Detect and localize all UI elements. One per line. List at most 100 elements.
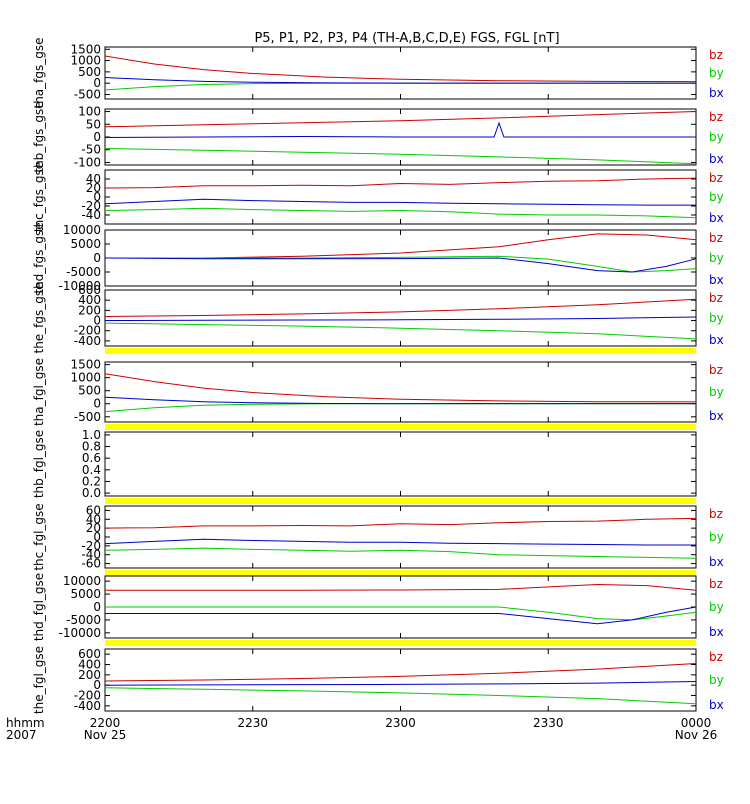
y-tick-label: -50 bbox=[81, 143, 101, 157]
data-gap-bar bbox=[105, 640, 696, 646]
legend-by: by bbox=[709, 311, 724, 325]
y-tick-label: 0 bbox=[93, 600, 101, 614]
panel-frame bbox=[104, 431, 697, 497]
series-bz-line bbox=[104, 373, 697, 403]
legend-by: by bbox=[709, 385, 724, 399]
x-tick-label: 0000 bbox=[681, 716, 712, 730]
series-bz-line bbox=[104, 298, 697, 317]
legend-bz: bz bbox=[709, 577, 723, 591]
y-tick-label: 1500 bbox=[70, 42, 101, 56]
y-tick-label: 0 bbox=[93, 397, 101, 411]
legend-by: by bbox=[709, 130, 724, 144]
legend-bx: bx bbox=[709, 409, 724, 423]
y-tick-label: 0.2 bbox=[82, 474, 101, 488]
y-tick-label: 5000 bbox=[70, 237, 101, 251]
y-tick-label: 60 bbox=[86, 503, 101, 517]
y-tick-label: -20 bbox=[81, 199, 101, 213]
panel-thb_fgl_gse: 0.00.20.40.60.81.0 thb_fgl_gse bbox=[32, 428, 697, 504]
y-tick-label: 5000 bbox=[70, 587, 101, 601]
series-by-line bbox=[104, 687, 697, 705]
series-bx-line bbox=[104, 538, 696, 546]
y-tick-label: 10000 bbox=[63, 223, 101, 237]
x-tick-date: Nov 25 bbox=[84, 728, 127, 742]
y-tick-label: 0 bbox=[93, 190, 101, 204]
y-tick-label: 50 bbox=[86, 117, 101, 131]
y-axis-label: thc_fgl_gse bbox=[32, 503, 46, 570]
y-axis-label: thb_fgl_gse bbox=[32, 430, 46, 498]
legend-by: by bbox=[709, 673, 724, 687]
series-by-line bbox=[104, 82, 696, 91]
legend-by: by bbox=[709, 251, 724, 265]
y-tick-label: 0.8 bbox=[82, 440, 101, 454]
series-by-line bbox=[104, 207, 697, 219]
legend-bz: bz bbox=[709, 231, 723, 245]
x-axis-row-label-time: hhmm bbox=[6, 716, 45, 730]
series-bz-line bbox=[105, 583, 697, 591]
y-tick-label: 0.0 bbox=[82, 486, 101, 500]
y-tick-label: -100 bbox=[74, 155, 101, 169]
y-axis-label: the_fgl_gse bbox=[32, 646, 46, 714]
y-tick-label: -400 bbox=[74, 699, 101, 713]
data-gap-bar bbox=[105, 570, 696, 576]
y-tick-label: 0.6 bbox=[82, 451, 101, 465]
series-by-line bbox=[104, 148, 697, 165]
y-tick-label: 1000 bbox=[70, 371, 101, 385]
legend-by: by bbox=[709, 530, 724, 544]
series-bz-line bbox=[104, 177, 697, 189]
y-tick-label: -5000 bbox=[66, 265, 101, 279]
legend-bx: bx bbox=[709, 211, 724, 225]
y-tick-label: -20 bbox=[81, 539, 101, 553]
series-bx-line bbox=[104, 77, 696, 84]
y-tick-label: 500 bbox=[78, 384, 101, 398]
y-axis-label: thc_fgs_gse bbox=[32, 162, 46, 232]
legend-by: by bbox=[709, 600, 724, 614]
data-gap-bar bbox=[105, 348, 696, 354]
y-tick-label: -40 bbox=[81, 208, 101, 222]
y-tick-label: 400 bbox=[78, 293, 101, 307]
series-bx-line bbox=[104, 198, 696, 206]
y-axis-label: thb_fgs_gse bbox=[32, 101, 46, 172]
legend-bx: bx bbox=[709, 152, 724, 166]
y-tick-label: 0 bbox=[93, 76, 101, 90]
panel-frame bbox=[104, 169, 697, 225]
y-tick-label: 10000 bbox=[63, 574, 101, 588]
series-bx-line bbox=[104, 396, 696, 405]
legend-bz: bz bbox=[709, 507, 723, 521]
series-bz-line bbox=[104, 55, 697, 83]
y-tick-label: -40 bbox=[81, 548, 101, 562]
legend-bz: bz bbox=[709, 110, 723, 124]
series-bx-line bbox=[105, 606, 697, 625]
legend-bx: bx bbox=[709, 86, 724, 100]
y-tick-label: -200 bbox=[74, 324, 101, 338]
legend-bx: bx bbox=[709, 333, 724, 347]
y-tick-label: -500 bbox=[74, 410, 101, 424]
legend-by: by bbox=[709, 190, 724, 204]
y-tick-label: 500 bbox=[78, 65, 101, 79]
series-bz-line bbox=[105, 233, 697, 259]
series-by-line bbox=[104, 403, 696, 413]
y-tick-label: 0 bbox=[93, 251, 101, 265]
y-tick-label: -200 bbox=[74, 689, 101, 703]
legend-bx: bx bbox=[709, 698, 724, 712]
legend-bz: bz bbox=[709, 363, 723, 377]
y-tick-label: -5000 bbox=[66, 613, 101, 627]
series-by-line bbox=[105, 255, 697, 273]
y-tick-label: 20 bbox=[86, 521, 101, 535]
legend-bz: bz bbox=[709, 291, 723, 305]
y-tick-label: 40 bbox=[86, 172, 101, 186]
y-tick-label: 1.0 bbox=[82, 428, 101, 442]
x-tick-label: 2200 bbox=[90, 716, 121, 730]
panel-frame bbox=[104, 505, 697, 569]
legend-bx: bx bbox=[709, 273, 724, 287]
legend-bx: bx bbox=[709, 625, 724, 639]
y-axis-label: the_fgs_gse bbox=[32, 282, 46, 353]
y-tick-label: -400 bbox=[74, 334, 101, 348]
